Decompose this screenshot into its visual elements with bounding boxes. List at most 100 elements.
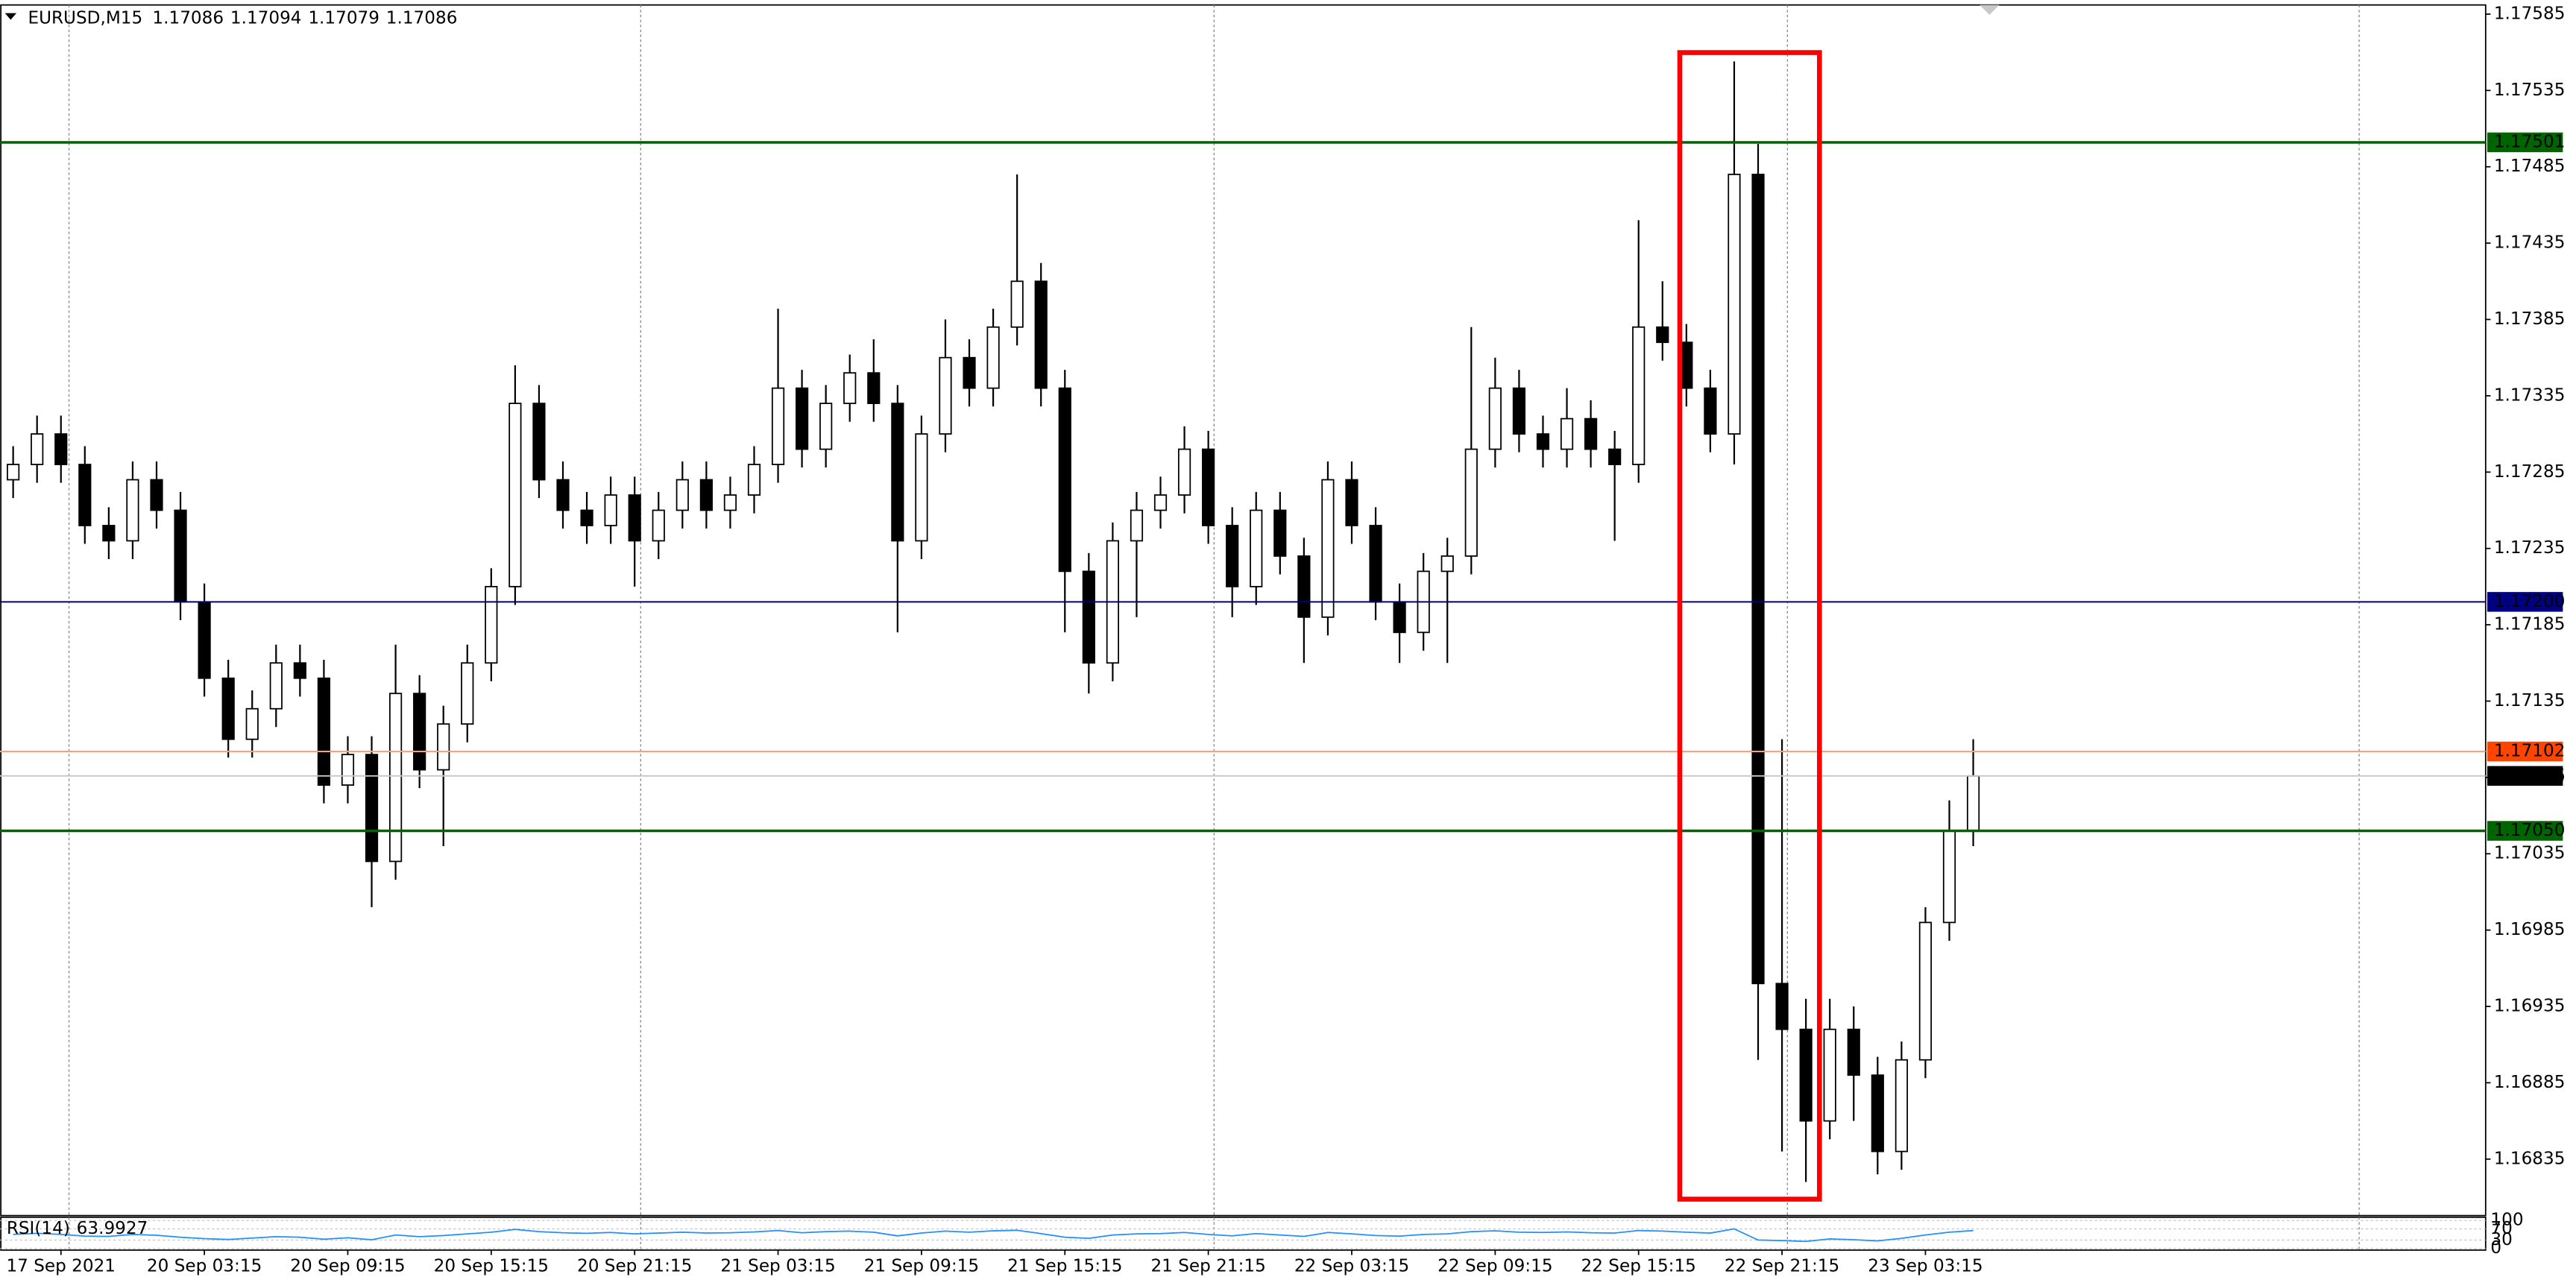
candle-body: [341, 754, 355, 786]
rsi-header: RSI(14) 63.9927: [7, 1219, 148, 1238]
y-tick-label: 1.17535: [2494, 81, 2566, 100]
candle-body: [317, 677, 331, 786]
candle-body: [1584, 417, 1598, 450]
x-tick-label: 20 Sep 03:15: [147, 1256, 262, 1276]
candle-body: [867, 372, 881, 405]
candle-body: [1966, 775, 1980, 832]
candle-body: [413, 693, 426, 771]
price-level-label: 1.17501: [2494, 132, 2566, 151]
y-tick-label: 1.17035: [2494, 844, 2566, 863]
candle-body: [1560, 417, 1574, 450]
x-tick-label: 17 Sep 2021: [6, 1256, 116, 1276]
candle-body: [1369, 525, 1382, 603]
candle-body: [1512, 387, 1526, 435]
candle-body: [388, 693, 403, 863]
candle-body: [1704, 387, 1717, 435]
candle-body: [1895, 1059, 1908, 1153]
candle-body: [1010, 280, 1024, 328]
price-level-label: 1.17102: [2494, 742, 2566, 761]
y-tick-label: 1.17285: [2494, 462, 2566, 482]
candle-body: [747, 464, 761, 496]
quote-open: 1.17086: [152, 8, 224, 28]
candle-body: [245, 707, 259, 740]
candle-body: [221, 677, 235, 740]
quote-close: 1.17086: [386, 8, 458, 28]
candle-body: [1823, 1028, 1836, 1122]
symbol: EURUSD,M15: [28, 8, 142, 28]
candle-body: [1608, 448, 1622, 465]
highlight-box: [1677, 50, 1822, 1202]
y-tick-label: 1.16835: [2494, 1149, 2566, 1168]
candle-body: [1177, 448, 1191, 496]
plot: 1.17585 1.17535 1.17485 1.17435 1.17385 1.173…: [0, 4, 2565, 1276]
y-tick-label: 1.16935: [2494, 997, 2566, 1016]
x-tick-label: 21 Sep 03:15: [720, 1256, 835, 1276]
y-tick-label: 1.17135: [2494, 691, 2566, 710]
candle-body: [1130, 509, 1144, 542]
candle-body: [963, 356, 976, 389]
candle-body: [293, 662, 306, 679]
y-tick-label: 1.17485: [2494, 157, 2566, 176]
candle-body: [461, 662, 474, 725]
y-tick-label: 1.16885: [2494, 1073, 2566, 1092]
candle-body: [54, 433, 68, 465]
candle-body: [676, 479, 689, 511]
price-level-tag: [2487, 741, 2563, 762]
candle-body: [31, 433, 44, 465]
candle-body: [1464, 448, 1478, 557]
price-level-tag: [2487, 592, 2563, 612]
candle-body: [126, 479, 139, 542]
y-tick-label: 1.17385: [2494, 309, 2566, 329]
x-tick-label: 20 Sep 09:15: [290, 1256, 405, 1276]
rsi-frame: [0, 1216, 2487, 1251]
candle-body: [365, 754, 379, 863]
price-level-tag: [2487, 132, 2563, 153]
candle-body: [1536, 433, 1550, 450]
candle-body: [1058, 387, 1071, 573]
x-tick-label: 22 Sep 21:15: [1725, 1256, 1839, 1276]
candle-body: [723, 494, 737, 511]
rsi-tick-label: 0: [2490, 1238, 2501, 1258]
x-tick-label: 23 Sep 03:15: [1868, 1256, 1983, 1276]
x-tick-label: 21 Sep 15:15: [1007, 1256, 1122, 1276]
candle-body: [1393, 601, 1406, 634]
price-level-label: 1.17050: [2494, 821, 2566, 840]
candle-body: [652, 509, 665, 542]
rsi-line: [13, 1228, 1974, 1243]
candle-body: [7, 464, 20, 481]
candle-body: [1632, 326, 1646, 465]
y-tick-label: 1.17235: [2494, 538, 2566, 558]
candle-body: [1680, 341, 1693, 389]
quote-low: 1.17079: [308, 8, 380, 28]
shift-marker: [1980, 4, 2000, 15]
candle-body: [819, 403, 833, 450]
x-tick-label: 20 Sep 21:15: [577, 1256, 692, 1276]
candle-body: [1297, 555, 1311, 618]
x-tick-label: 21 Sep 09:15: [864, 1256, 979, 1276]
x-tick-label: 20 Sep 15:15: [434, 1256, 549, 1276]
candle-body: [102, 525, 116, 542]
candle-body: [1034, 280, 1048, 389]
candle-body: [78, 464, 92, 526]
candle-body: [628, 494, 641, 542]
candle-body: [1871, 1074, 1884, 1153]
rsi-value: 63.9927: [77, 1219, 148, 1238]
candle-body: [796, 387, 809, 450]
x-tick-label: 22 Sep 03:15: [1294, 1256, 1409, 1276]
price-level-label: 1.17200: [2494, 592, 2566, 611]
candle-body: [1082, 570, 1095, 664]
candle-body: [1942, 830, 1956, 924]
candle-body: [198, 601, 211, 679]
candle-body: [699, 479, 713, 511]
candle-body: [1345, 479, 1358, 526]
candle-body: [1775, 983, 1789, 1030]
candle-body: [891, 403, 904, 542]
chart-header: EURUSD,M15 1.17086 1.17094 1.17079 1.17086: [28, 8, 457, 28]
candle-body: [604, 494, 617, 526]
y-tick-label: 1.16985: [2494, 920, 2566, 939]
candle-body: [1918, 921, 1933, 1061]
y-tick-label: 1.17185: [2494, 615, 2566, 634]
candle-body: [1440, 555, 1454, 573]
x-tick-label: 22 Sep 09:15: [1437, 1256, 1552, 1276]
candle-body: [1273, 509, 1287, 557]
